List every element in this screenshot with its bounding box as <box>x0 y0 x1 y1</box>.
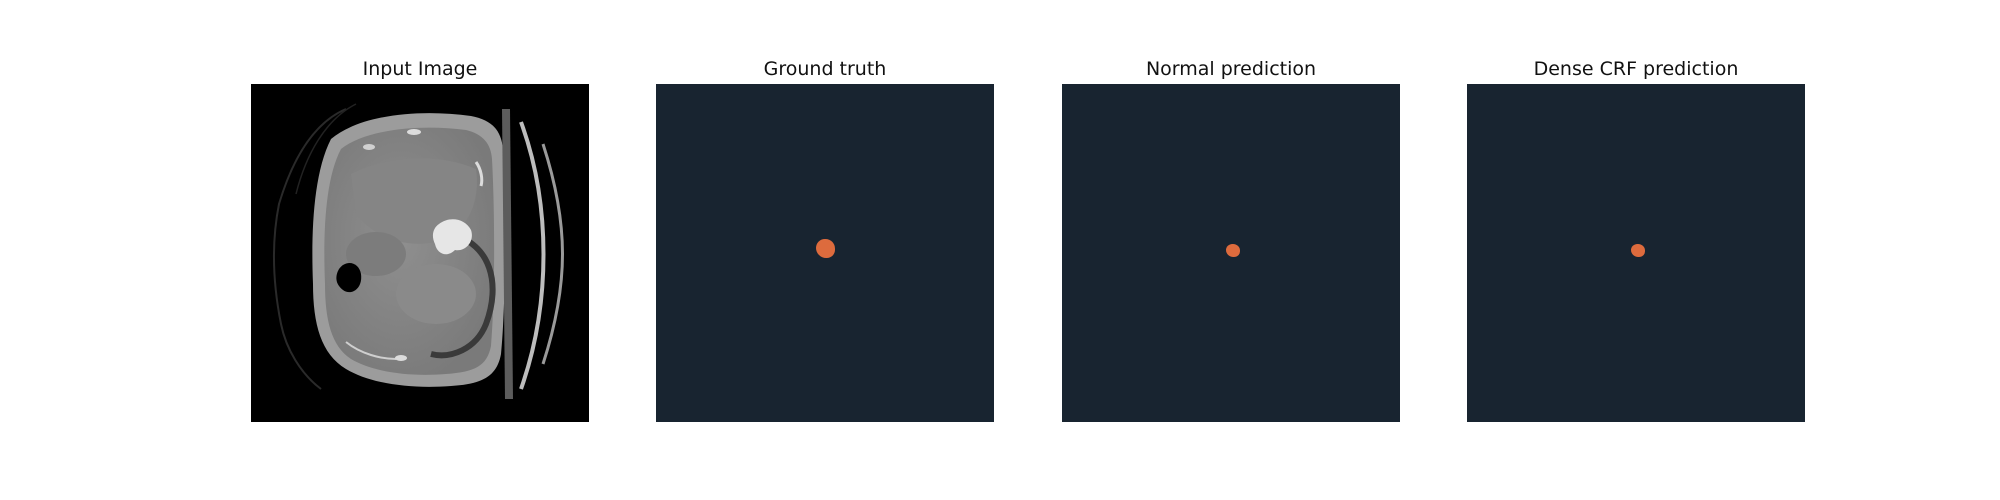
ground-truth-mask <box>656 84 994 422</box>
ground-truth-title: Ground truth <box>763 58 887 80</box>
panel-ground-truth: Ground truth <box>656 56 994 422</box>
normal-prediction-lesion <box>1226 244 1240 257</box>
ct-scan-image <box>251 84 589 422</box>
dense-crf-prediction-lesion <box>1631 244 1645 257</box>
dense-crf-prediction-mask <box>1467 84 1805 422</box>
panel-normal-prediction: Normal prediction <box>1062 56 1400 422</box>
dense-crf-prediction-title: Dense CRF prediction <box>1533 58 1739 80</box>
ct-scan-drawing <box>272 103 564 400</box>
input-image-title: Input Image <box>362 58 478 80</box>
ground-truth-lesion <box>816 239 835 258</box>
panel-dense-crf-prediction: Dense CRF prediction <box>1467 56 1805 422</box>
normal-prediction-title: Normal prediction <box>1145 58 1317 80</box>
normal-prediction-mask <box>1062 84 1400 422</box>
panel-input-image: Input Image <box>251 56 589 422</box>
